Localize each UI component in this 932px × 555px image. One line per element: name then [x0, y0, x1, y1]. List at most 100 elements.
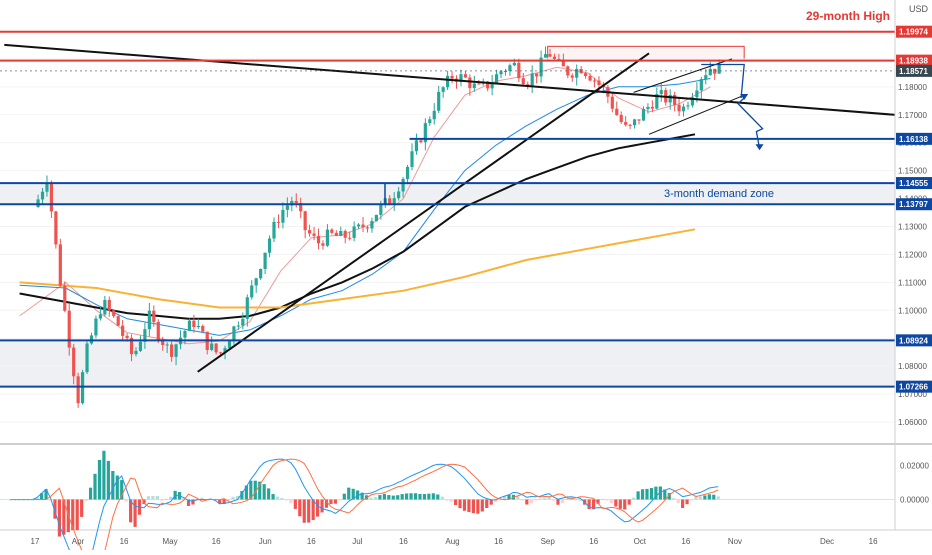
- macd-histogram-bar: [151, 495, 155, 500]
- macd-histogram-bar: [685, 499, 689, 505]
- macd-histogram-bar: [632, 497, 636, 500]
- candle-body: [308, 230, 312, 234]
- price-tag-label: 1.16138: [899, 135, 928, 144]
- price-tick-label: 1.15000: [898, 167, 927, 176]
- candle-body: [619, 114, 623, 123]
- macd-histogram-bar: [405, 493, 409, 500]
- candle-body: [218, 352, 223, 354]
- macd-histogram-bar: [543, 497, 547, 500]
- macd-histogram-bar: [440, 496, 444, 500]
- candle-body: [303, 211, 307, 231]
- macd-histogram-bar: [324, 499, 329, 508]
- macd-histogram-bar: [489, 499, 493, 505]
- macd-histogram-bar: [712, 494, 716, 500]
- macd-histogram-bar: [40, 493, 44, 500]
- candle-body: [334, 232, 338, 236]
- macd-histogram-bar: [200, 497, 204, 500]
- macd-histogram-bar: [302, 499, 306, 523]
- macd-histogram-bar: [271, 494, 275, 500]
- candle-body: [695, 90, 699, 98]
- candle-body: [641, 109, 646, 121]
- trendline-5: [701, 63, 745, 99]
- candle-body: [512, 62, 516, 66]
- macd-histogram-bar: [703, 495, 707, 500]
- candle-body: [49, 182, 54, 212]
- macd-histogram-bar: [231, 496, 235, 500]
- macd-histogram-bar: [436, 494, 440, 500]
- macd-histogram-bar: [400, 494, 404, 500]
- macd-histogram-bar: [453, 499, 458, 505]
- candle-body: [54, 211, 58, 245]
- macd-histogram-bar: [311, 499, 315, 521]
- candle-body: [713, 68, 717, 74]
- candle-body: [655, 93, 659, 109]
- candle-body: [250, 285, 254, 298]
- candle-body: [610, 96, 614, 109]
- candle-body: [174, 344, 178, 357]
- high-annotation: 29-month High: [806, 9, 890, 23]
- macd-histogram-bar: [569, 497, 573, 500]
- macd-histogram-bar: [476, 499, 480, 514]
- macd-histogram-bar: [373, 497, 378, 500]
- candle-body: [147, 310, 151, 330]
- candle-body: [365, 227, 370, 229]
- candle-body: [428, 119, 432, 124]
- macd-histogram-bar: [235, 495, 240, 500]
- candle-body: [276, 221, 281, 223]
- candle-body: [441, 87, 445, 92]
- time-tick-label: Oct: [634, 537, 647, 546]
- price-tag-bg: [896, 25, 932, 38]
- candle-body: [143, 329, 147, 342]
- candle-body: [410, 151, 414, 167]
- candle-body: [259, 268, 263, 279]
- candle-body: [686, 105, 690, 107]
- time-tick-label: 16: [212, 537, 221, 546]
- trendline-1: [4, 43, 895, 116]
- macd-histogram-bar: [658, 486, 662, 500]
- macd-histogram-bar: [614, 499, 618, 507]
- macd-histogram-bar: [378, 495, 382, 500]
- candle-body: [650, 106, 654, 109]
- candle-body: [40, 191, 45, 200]
- macd-histogram-bar: [289, 499, 293, 504]
- macd-histogram-bar: [458, 499, 462, 509]
- candle-body: [72, 347, 76, 377]
- candle-body: [196, 325, 200, 327]
- candle-body: [58, 244, 62, 286]
- price-tag-label: 1.19974: [899, 28, 928, 37]
- price-tag-label: 1.07266: [899, 383, 928, 392]
- macd-histogram-bar: [387, 495, 391, 500]
- candle-body: [356, 224, 361, 227]
- candle-body: [245, 297, 249, 319]
- macd-histogram-bar: [596, 499, 600, 504]
- price-tick-label: 1.11000: [898, 278, 927, 287]
- macd-histogram-bar: [298, 499, 302, 517]
- macd-histogram-bar: [471, 499, 475, 514]
- macd-histogram-bar: [226, 499, 231, 501]
- time-tick-label: Sep: [541, 537, 556, 546]
- macd-histogram-bar: [195, 499, 200, 501]
- macd-histogram-bar: [356, 490, 360, 500]
- time-tick-label: May: [163, 537, 178, 546]
- candle-body: [116, 316, 120, 326]
- candle-body: [343, 230, 347, 238]
- macd-histogram-bar: [333, 499, 337, 504]
- candle-body: [552, 56, 557, 59]
- macd-tick-label: 0.02000: [900, 461, 929, 470]
- candle-body: [285, 205, 289, 210]
- macd-histogram-bar: [133, 499, 137, 527]
- candle-body: [699, 79, 703, 91]
- macd-histogram-bar: [35, 497, 39, 500]
- candle-body: [263, 252, 267, 269]
- macd-histogram-bar: [618, 499, 622, 509]
- price-tag-label: 1.13797: [899, 200, 928, 209]
- time-tick-label: 17: [31, 537, 40, 546]
- candle-body: [659, 90, 663, 94]
- macd-histogram-bar: [578, 499, 582, 502]
- macd-histogram-bar: [525, 499, 529, 505]
- candle-body: [575, 68, 579, 78]
- macd-histogram-bar: [48, 499, 53, 501]
- time-tick-label: 16: [399, 537, 408, 546]
